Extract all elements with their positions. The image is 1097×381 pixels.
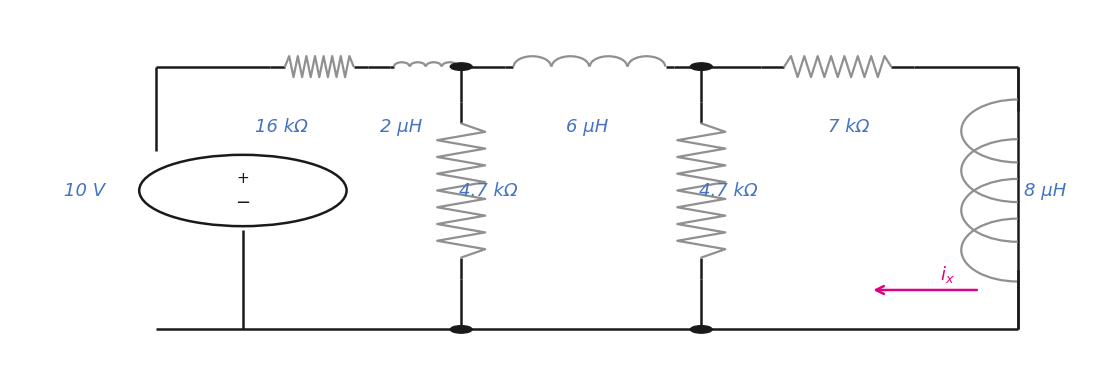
Circle shape [690,326,712,333]
Text: 10 V: 10 V [64,181,105,200]
Text: 6 μH: 6 μH [566,118,608,136]
Text: $i_x$: $i_x$ [940,264,954,285]
Text: 7 kΩ: 7 kΩ [828,118,869,136]
Text: 4.7 kΩ: 4.7 kΩ [699,181,758,200]
Circle shape [450,63,472,70]
Text: 16 kΩ: 16 kΩ [255,118,307,136]
Text: +: + [237,171,249,186]
Circle shape [690,63,712,70]
Text: 8 μH: 8 μH [1024,181,1066,200]
Text: 4.7 kΩ: 4.7 kΩ [460,181,518,200]
Circle shape [450,326,472,333]
Text: −: − [236,194,250,212]
Text: 2 μH: 2 μH [380,118,422,136]
